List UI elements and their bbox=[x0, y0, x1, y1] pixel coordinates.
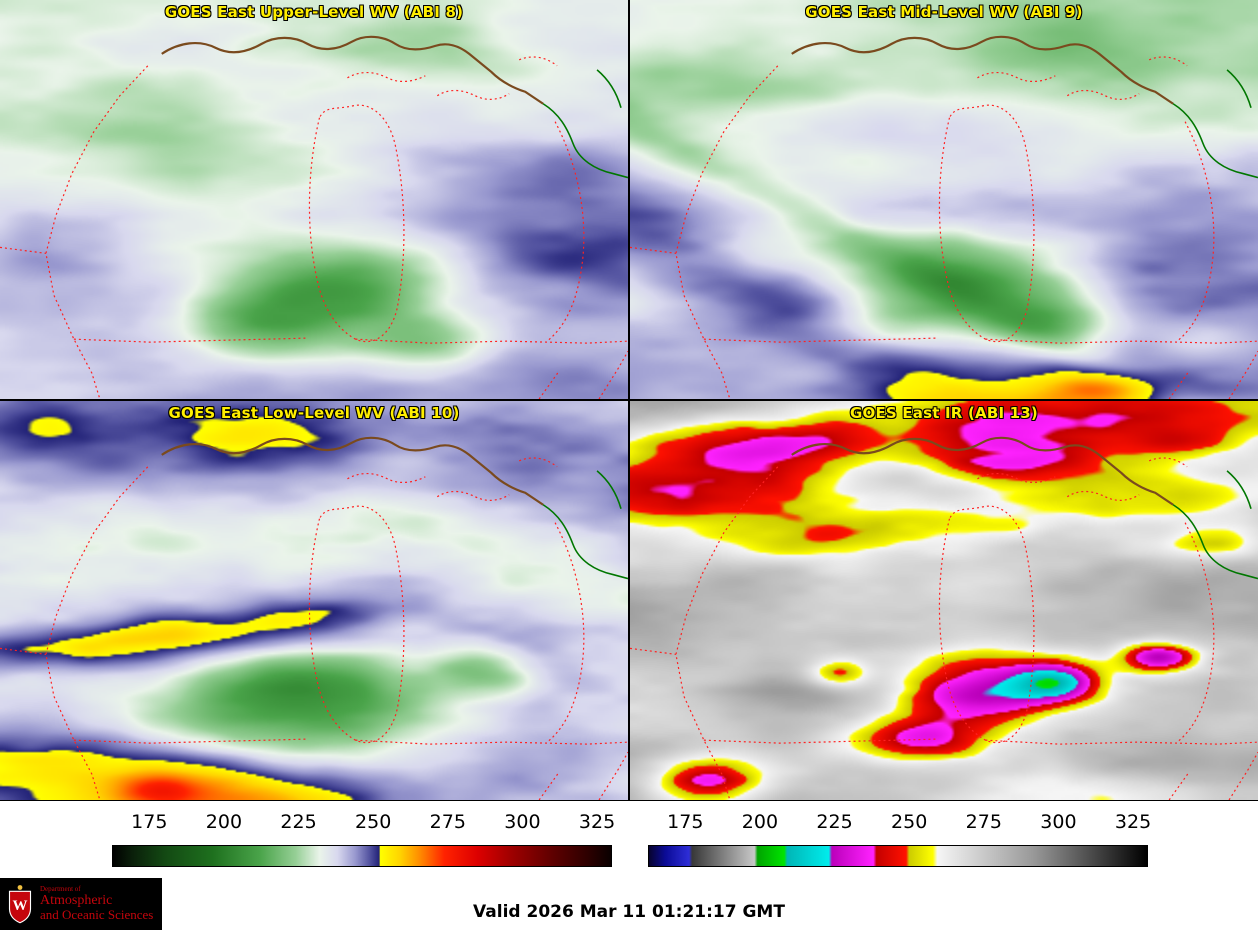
valid-time-label: Valid 2026 Mar 11 01:21:17 GMT bbox=[473, 902, 785, 922]
tick-label: 200 bbox=[741, 811, 779, 833]
colorbar-ir-bar bbox=[648, 845, 1148, 867]
tick-label: 325 bbox=[578, 811, 616, 833]
colorbar-wv: 175 200 225 250 275 300 325 bbox=[112, 801, 616, 878]
tick-label: 300 bbox=[1040, 811, 1077, 833]
footer: W Department of Atmospheric and Oceanic … bbox=[0, 878, 1258, 930]
panel-low-level-wv: GOES East Low-Level WV (ABI 10) bbox=[0, 401, 628, 800]
colorbar-wv-ticks: 175 200 225 250 275 300 325 bbox=[112, 811, 616, 839]
panel-title-abi8: GOES East Upper-Level WV (ABI 8) bbox=[164, 3, 464, 21]
satellite-image-abi9 bbox=[630, 0, 1258, 399]
tick-label: 250 bbox=[355, 811, 392, 833]
panel-title-abi13: GOES East IR (ABI 13) bbox=[849, 404, 1038, 422]
logo-dept-line: Department of bbox=[40, 884, 81, 893]
map-overlay bbox=[0, 436, 628, 800]
aos-logo: W Department of Atmospheric and Oceanic … bbox=[0, 878, 162, 930]
panel-title-abi9: GOES East Mid-Level WV (ABI 9) bbox=[805, 3, 1083, 21]
tick-label: 200 bbox=[205, 811, 243, 833]
uw-crest-icon: W bbox=[8, 885, 32, 924]
satellite-image-abi8 bbox=[0, 0, 628, 399]
tick-label: 275 bbox=[429, 811, 466, 833]
quad-panel-grid: GOES East Upper-Level WV (ABI 8) GOES Ea… bbox=[0, 0, 1258, 801]
tick-label: 175 bbox=[131, 811, 168, 833]
tick-label: 325 bbox=[1114, 811, 1152, 833]
logo-line2: and Oceanic Sciences bbox=[40, 907, 154, 923]
colorbar-wv-bar bbox=[112, 845, 612, 867]
satellite-image-abi13 bbox=[630, 401, 1258, 800]
satellite-image-abi10 bbox=[0, 401, 628, 800]
panel-title-abi10: GOES East Low-Level WV (ABI 10) bbox=[168, 404, 460, 422]
tick-label: 175 bbox=[667, 811, 704, 833]
panel-upper-level-wv: GOES East Upper-Level WV (ABI 8) bbox=[0, 0, 628, 399]
tick-label: 225 bbox=[816, 811, 853, 833]
colorbar-ir: 175 200 225 250 275 300 325 bbox=[648, 801, 1152, 878]
panel-mid-level-wv: GOES East Mid-Level WV (ABI 9) bbox=[630, 0, 1258, 399]
map-overlay bbox=[630, 35, 1258, 399]
crest-letter: W bbox=[13, 898, 28, 914]
colorbar-ir-ticks: 175 200 225 250 275 300 325 bbox=[648, 811, 1152, 839]
tick-label: 250 bbox=[891, 811, 928, 833]
tick-label: 275 bbox=[965, 811, 1002, 833]
map-overlay bbox=[630, 436, 1258, 800]
colorbar-strip: 175 200 225 250 275 300 325 175 200 225 250 275 300… bbox=[0, 801, 1258, 878]
tick-label: 300 bbox=[504, 811, 541, 833]
panel-ir: GOES East IR (ABI 13) bbox=[630, 401, 1258, 800]
logo-line1: Atmospheric bbox=[40, 893, 113, 909]
tick-label: 225 bbox=[280, 811, 317, 833]
aos-logo-text: Department of Atmospheric and Oceanic Sc… bbox=[40, 884, 154, 923]
map-overlay bbox=[0, 35, 628, 399]
